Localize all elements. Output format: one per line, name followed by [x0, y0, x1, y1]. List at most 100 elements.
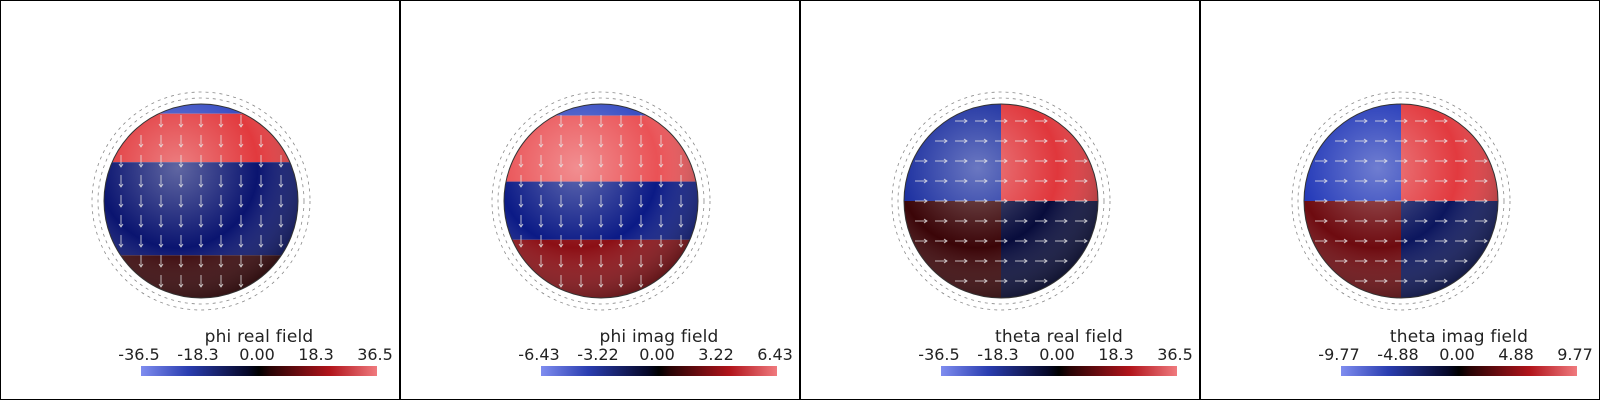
field-arrow-head: [1383, 178, 1388, 184]
field-arrow-head: [558, 163, 564, 168]
field-arrow-head: [218, 263, 224, 268]
colorbar-title: phi real field: [204, 327, 314, 347]
field-arrow-head: [1463, 258, 1468, 264]
field-arrow-head: [158, 243, 164, 248]
field-arrow-head: [178, 243, 184, 248]
field-arrow-head: [1423, 218, 1428, 224]
colorbar-tick: -36.5: [118, 345, 160, 364]
field-arrow-head: [1083, 158, 1088, 164]
field-arrow-head: [538, 223, 544, 228]
field-arrow-head: [1403, 218, 1408, 224]
field-arrow-head: [963, 258, 968, 264]
field-arrow-head: [1003, 178, 1008, 184]
field-arrow-head: [1423, 158, 1428, 164]
field-arrow-head: [158, 183, 164, 188]
field-arrow-head: [538, 163, 544, 168]
field-arrow-head: [578, 283, 584, 288]
field-arrow-head: [218, 203, 224, 208]
field-arrow-head: [1343, 138, 1348, 144]
field-arrow-head: [1443, 138, 1448, 144]
field-arrow-head: [618, 203, 624, 208]
field-arrow-head: [963, 218, 968, 224]
arrow-halo: [97, 97, 305, 305]
field-arrow-head: [923, 158, 928, 164]
field-arrow-head: [1483, 238, 1488, 244]
field-arrow-head: [158, 263, 164, 268]
field-arrow-head: [1443, 218, 1448, 224]
field-arrow-head: [658, 263, 664, 268]
field-arrow-head: [258, 263, 264, 268]
field-arrow-head: [1063, 258, 1068, 264]
field-arrow-head: [1023, 138, 1028, 144]
field-arrow-head: [923, 218, 928, 224]
field-arrow-head: [1003, 138, 1008, 144]
panel-theta-real: theta real field -36.5 -18.3 0.00 18.3 3…: [800, 0, 1200, 400]
field-arrow-head: [1043, 278, 1048, 284]
field-arrow-head: [598, 163, 604, 168]
field-arrow-head: [658, 143, 664, 148]
field-arrow-head: [943, 258, 948, 264]
colorbar-title: phi imag field: [599, 327, 719, 347]
field-arrow-head: [983, 118, 988, 124]
field-arrow-head: [1043, 178, 1048, 184]
field-arrow-head: [1063, 138, 1068, 144]
colorbar-tick: 9.77: [1557, 345, 1593, 364]
colorbar-tick: 0.00: [239, 345, 275, 364]
sphere-render: [91, 91, 311, 311]
field-arrow-head: [1323, 218, 1328, 224]
field-arrow-head: [1383, 118, 1388, 124]
colorbar: [1341, 366, 1577, 376]
field-arrow-head: [1063, 238, 1068, 244]
field-arrow-head: [198, 183, 204, 188]
field-arrow-head: [558, 183, 564, 188]
field-arrow-head: [598, 183, 604, 188]
field-arrow-head: [178, 203, 184, 208]
field-arrow-head: [1083, 198, 1088, 204]
field-arrow-head: [983, 218, 988, 224]
field-arrow-head: [678, 203, 684, 208]
field-arrow-head: [578, 223, 584, 228]
panel-phi-real: phi real field -36.5 -18.3 0.00 18.3 36.…: [0, 0, 400, 400]
field-arrow-head: [1323, 178, 1328, 184]
colorbar: [541, 366, 777, 376]
field-arrow-head: [218, 243, 224, 248]
field-arrow-head: [278, 183, 284, 188]
field-arrow-head: [198, 143, 204, 148]
sphere-render: [491, 91, 711, 311]
field-arrow-head: [1343, 198, 1348, 204]
field-arrow-head: [1043, 258, 1048, 264]
colorbar-tick: -18.3: [977, 345, 1019, 364]
field-arrow-head: [1383, 238, 1388, 244]
field-arrow-head: [1403, 138, 1408, 144]
field-arrow-head: [658, 223, 664, 228]
field-arrow-head: [558, 283, 564, 288]
field-arrow-head: [618, 163, 624, 168]
field-arrow-head: [923, 238, 928, 244]
field-arrow-head: [518, 243, 524, 248]
sphere-outline: [503, 103, 699, 299]
field-arrow-head: [1423, 178, 1428, 184]
field-arrow-head: [218, 163, 224, 168]
colorbar-tick: -9.77: [1318, 345, 1360, 364]
field-arrow-head: [158, 143, 164, 148]
field-arrow-head: [943, 138, 948, 144]
field-arrow-head: [1483, 198, 1488, 204]
colorbar-tick: 4.88: [1498, 345, 1534, 364]
field-arrow-head: [178, 283, 184, 288]
field-arrow-head: [238, 243, 244, 248]
field-arrow-head: [678, 223, 684, 228]
field-arrow-head: [1463, 198, 1468, 204]
field-arrow-head: [158, 223, 164, 228]
colorbar-tick: 18.3: [1098, 345, 1134, 364]
sphere-render: [891, 91, 1111, 311]
field-arrow-head: [1023, 178, 1028, 184]
field-arrow-head: [618, 243, 624, 248]
field-arrow-head: [983, 158, 988, 164]
field-arrow-head: [178, 183, 184, 188]
field-arrow-head: [658, 163, 664, 168]
arrow-halo: [1297, 97, 1505, 305]
field-arrow-head: [963, 198, 968, 204]
field-arrow-head: [1483, 178, 1488, 184]
field-arrow-head: [1403, 278, 1408, 284]
field-arrow-head: [618, 123, 624, 128]
